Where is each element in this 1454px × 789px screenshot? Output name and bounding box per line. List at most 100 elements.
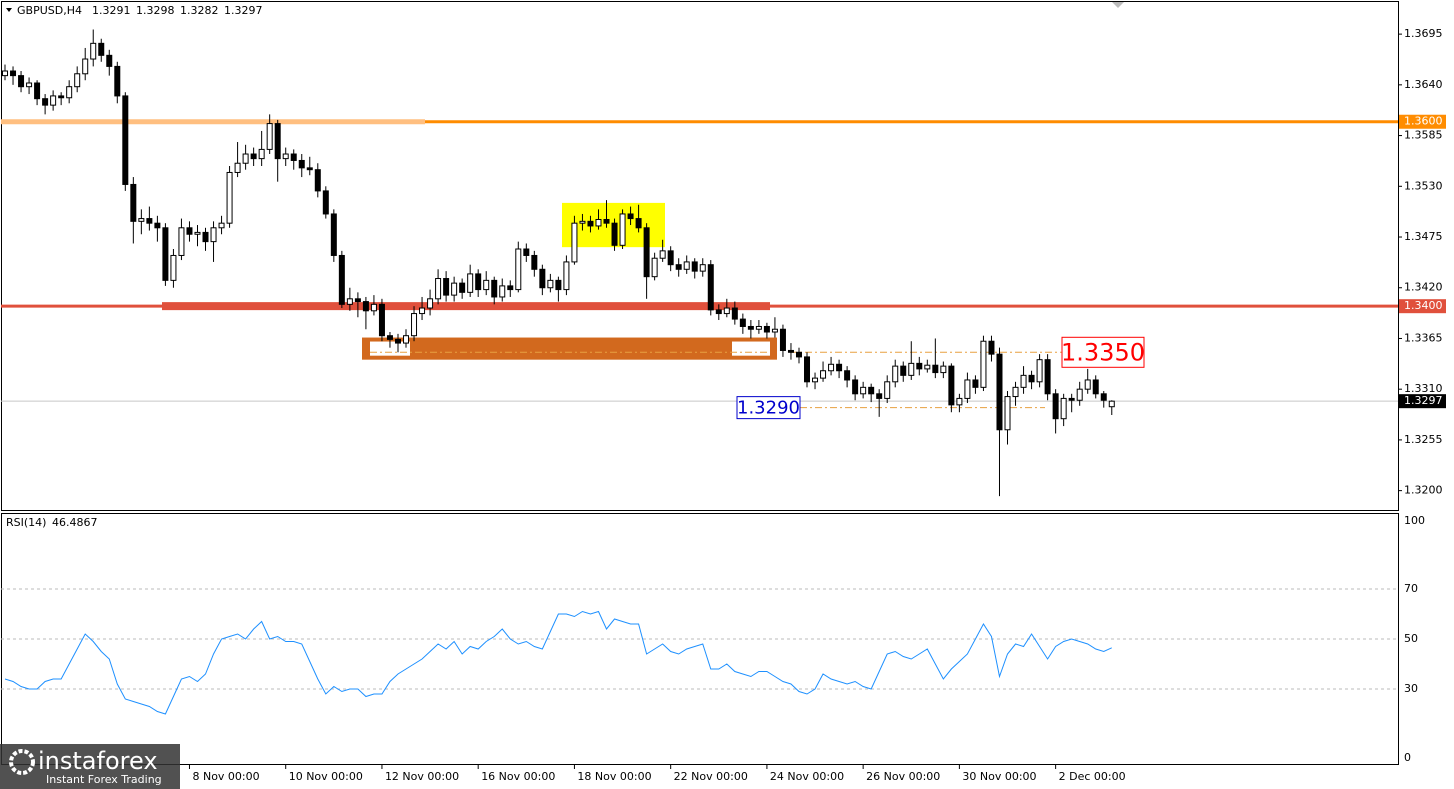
candle-body <box>66 86 73 99</box>
level-label-box <box>1399 394 1446 409</box>
candle-body <box>1108 400 1115 408</box>
candle-body <box>956 397 963 406</box>
candle-body <box>435 278 442 300</box>
candle-body <box>643 227 650 278</box>
candle-body <box>683 261 690 270</box>
candle-body <box>1044 359 1051 395</box>
candle-body <box>667 250 674 266</box>
candle-body <box>723 307 730 315</box>
candle-body <box>146 218 153 224</box>
candle-body <box>892 365 899 383</box>
candle-body <box>411 313 418 337</box>
candle-body <box>354 298 361 303</box>
candle-body <box>378 303 385 337</box>
x-tick-label: 24 Nov 00:00 <box>770 770 844 783</box>
candle-body <box>322 190 329 215</box>
symbol: GBPUSD,H4 <box>17 4 82 17</box>
annotation-box <box>736 396 801 420</box>
candle-body <box>475 273 482 291</box>
candle-body <box>1004 396 1011 431</box>
candle-body <box>82 58 89 75</box>
candle-body <box>587 220 594 227</box>
low-price: 1.3282 <box>180 4 219 17</box>
candle-body <box>852 379 859 395</box>
candle-body <box>507 285 514 291</box>
candle-body <box>876 393 883 399</box>
candle-body <box>34 82 41 100</box>
candle-body <box>779 328 786 351</box>
candle-body <box>330 213 337 256</box>
candle-body <box>972 379 979 388</box>
candle-body <box>996 353 1003 431</box>
candle-body <box>715 309 722 315</box>
candle-body <box>138 218 145 222</box>
candle-body <box>346 298 353 305</box>
watermark-tagline: Instant Forex Trading <box>46 773 162 786</box>
candle-body <box>218 222 225 229</box>
candle-body <box>932 364 939 374</box>
open-price: 1.3291 <box>92 4 131 17</box>
candle-body <box>940 365 947 374</box>
candle-body <box>1068 397 1075 401</box>
candle-body <box>531 254 538 270</box>
candle-body <box>763 325 770 333</box>
x-tick-label: 12 Nov 00:00 <box>385 770 459 783</box>
candle-body <box>980 340 987 388</box>
level-label-box <box>1399 114 1446 129</box>
candle-body <box>362 301 369 312</box>
candle-body <box>1084 379 1091 390</box>
y-tick-label: 1.3530 <box>1404 179 1443 192</box>
y-tick-label: 1.3200 <box>1404 484 1443 497</box>
candle-body <box>194 231 201 235</box>
candle-body <box>699 264 706 272</box>
candle-body <box>563 261 570 291</box>
candle-body <box>210 227 217 243</box>
y-tick-label: 1.3475 <box>1404 230 1443 243</box>
candle-body <box>122 95 129 185</box>
candle-body <box>306 167 313 171</box>
rsi-line <box>4 610 1112 715</box>
annotation-label: 1.3290 <box>737 398 800 419</box>
candle-body <box>50 95 57 106</box>
candle-body <box>202 231 209 243</box>
candle-body <box>707 264 714 311</box>
candle-body <box>1012 386 1019 398</box>
y-tick-label: 1.3695 <box>1404 27 1443 40</box>
x-tick-label: 2 Dec 00:00 <box>1059 770 1126 783</box>
y-tick-label: 1.3640 <box>1404 78 1443 91</box>
candle-body <box>459 282 466 293</box>
level-label: 1.3400 <box>1404 299 1443 312</box>
candle-body <box>651 257 658 278</box>
candle-body <box>1028 374 1035 383</box>
x-tick-label: 22 Nov 00:00 <box>674 770 748 783</box>
y-tick-label: 1.3420 <box>1404 281 1443 294</box>
candle-body <box>467 273 474 293</box>
close-price: 1.3297 <box>224 4 263 17</box>
candle-body <box>844 370 851 381</box>
candle-body <box>491 279 498 298</box>
candle-body <box>226 171 233 224</box>
candle-body <box>900 365 907 376</box>
candle-body <box>90 42 97 60</box>
y-tick-label: 1.3255 <box>1404 433 1443 446</box>
candle-body <box>234 162 241 173</box>
candle-body <box>1092 379 1099 395</box>
candle-body <box>828 363 835 372</box>
candle-body <box>298 159 305 169</box>
candle-body <box>26 82 33 88</box>
candle-body <box>555 279 562 291</box>
x-tick-label: 30 Nov 00:00 <box>962 770 1036 783</box>
candle-body <box>98 42 105 56</box>
candle-body <box>1052 393 1059 420</box>
candle-body <box>787 349 794 353</box>
candle-body <box>515 248 522 291</box>
candle-body <box>18 75 25 88</box>
watermark-box <box>0 744 180 789</box>
x-tick-label: 18 Nov 00:00 <box>577 770 651 783</box>
level-label: 1.3600 <box>1404 115 1443 128</box>
candle-body <box>1100 393 1107 401</box>
candle-body <box>394 338 401 344</box>
candle-body <box>675 264 682 270</box>
candle-body <box>820 370 827 379</box>
candle-body <box>1020 374 1027 388</box>
